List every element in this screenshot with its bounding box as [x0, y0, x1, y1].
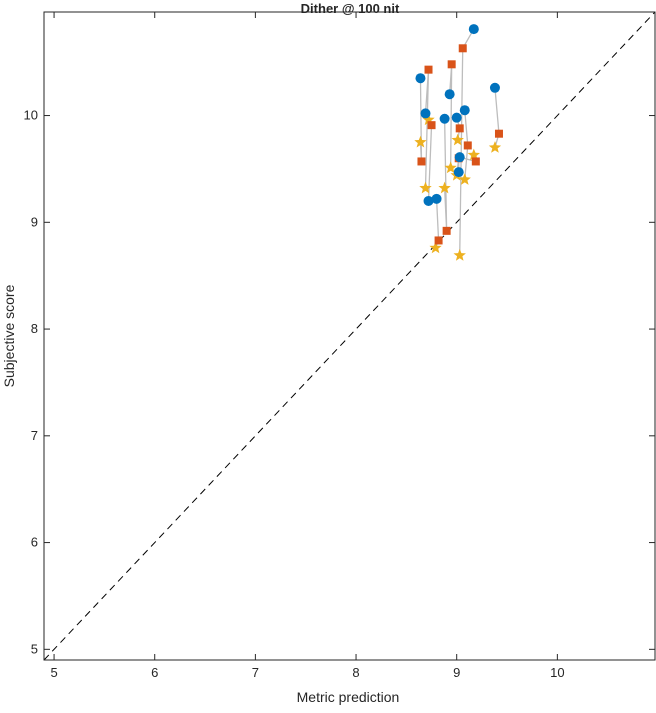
- star-marker: [429, 241, 442, 254]
- circle-marker: [431, 193, 442, 204]
- square-marker: [427, 121, 436, 130]
- circle-marker: [439, 113, 450, 124]
- square-marker: [494, 129, 503, 138]
- circle-marker: [468, 24, 479, 35]
- x-tick-label: 8: [352, 665, 359, 680]
- square-marker: [417, 157, 426, 166]
- circle-marker: [489, 82, 500, 93]
- square-marker: [434, 236, 443, 245]
- x-tick-label: 10: [550, 665, 564, 680]
- identity-line: [43, 11, 656, 661]
- circle-marker: [453, 167, 464, 178]
- star-marker: [467, 148, 480, 161]
- x-tick-label: 7: [252, 665, 259, 680]
- connector-line: [419, 78, 423, 162]
- circle-marker: [423, 195, 434, 206]
- star-marker: [444, 161, 457, 174]
- x-tick-label: 9: [453, 665, 460, 680]
- y-tick-label: 9: [31, 214, 38, 229]
- star-marker: [451, 133, 464, 146]
- square-marker: [458, 44, 467, 53]
- star-marker: [438, 181, 451, 194]
- square-marker: [447, 60, 456, 69]
- y-tick-label: 6: [31, 535, 38, 550]
- star-marker: [453, 248, 466, 261]
- x-tick-label: 5: [50, 665, 57, 680]
- plot-area: 5 6 7 8 9 10 5 6 7 8 9 10: [24, 11, 656, 680]
- square-marker: [463, 141, 472, 150]
- connector-line: [449, 64, 453, 168]
- star-marker: [422, 113, 435, 126]
- axes-box: [43, 11, 656, 661]
- chart-title: Dither @ 100 nit: [301, 1, 400, 16]
- connector-line: [427, 119, 433, 201]
- y-tick-label: 10: [24, 108, 38, 123]
- square-marker: [471, 157, 480, 166]
- square-marker: [442, 226, 451, 235]
- star-marker: [458, 173, 471, 185]
- square-marker: [455, 124, 464, 133]
- connector-line: [443, 118, 448, 231]
- star-marker: [488, 141, 502, 153]
- circle-marker: [454, 152, 465, 163]
- connector-line: [494, 87, 500, 148]
- circle-marker: [420, 108, 431, 119]
- circle-marker: [415, 73, 426, 84]
- y-tick-label: 8: [31, 321, 38, 336]
- circle-marker: [459, 105, 470, 116]
- x-axis-label: Metric prediction: [297, 689, 400, 705]
- circle-marker: [451, 112, 462, 123]
- y-tick-label: 7: [31, 428, 38, 443]
- y-axis-label: Subjective score: [1, 284, 17, 387]
- circle-marker: [444, 89, 455, 100]
- y-tick-label: 5: [31, 641, 38, 656]
- star-marker: [414, 135, 427, 148]
- star-marker: [419, 181, 432, 194]
- x-tick-label: 6: [151, 665, 158, 680]
- square-marker: [424, 65, 433, 74]
